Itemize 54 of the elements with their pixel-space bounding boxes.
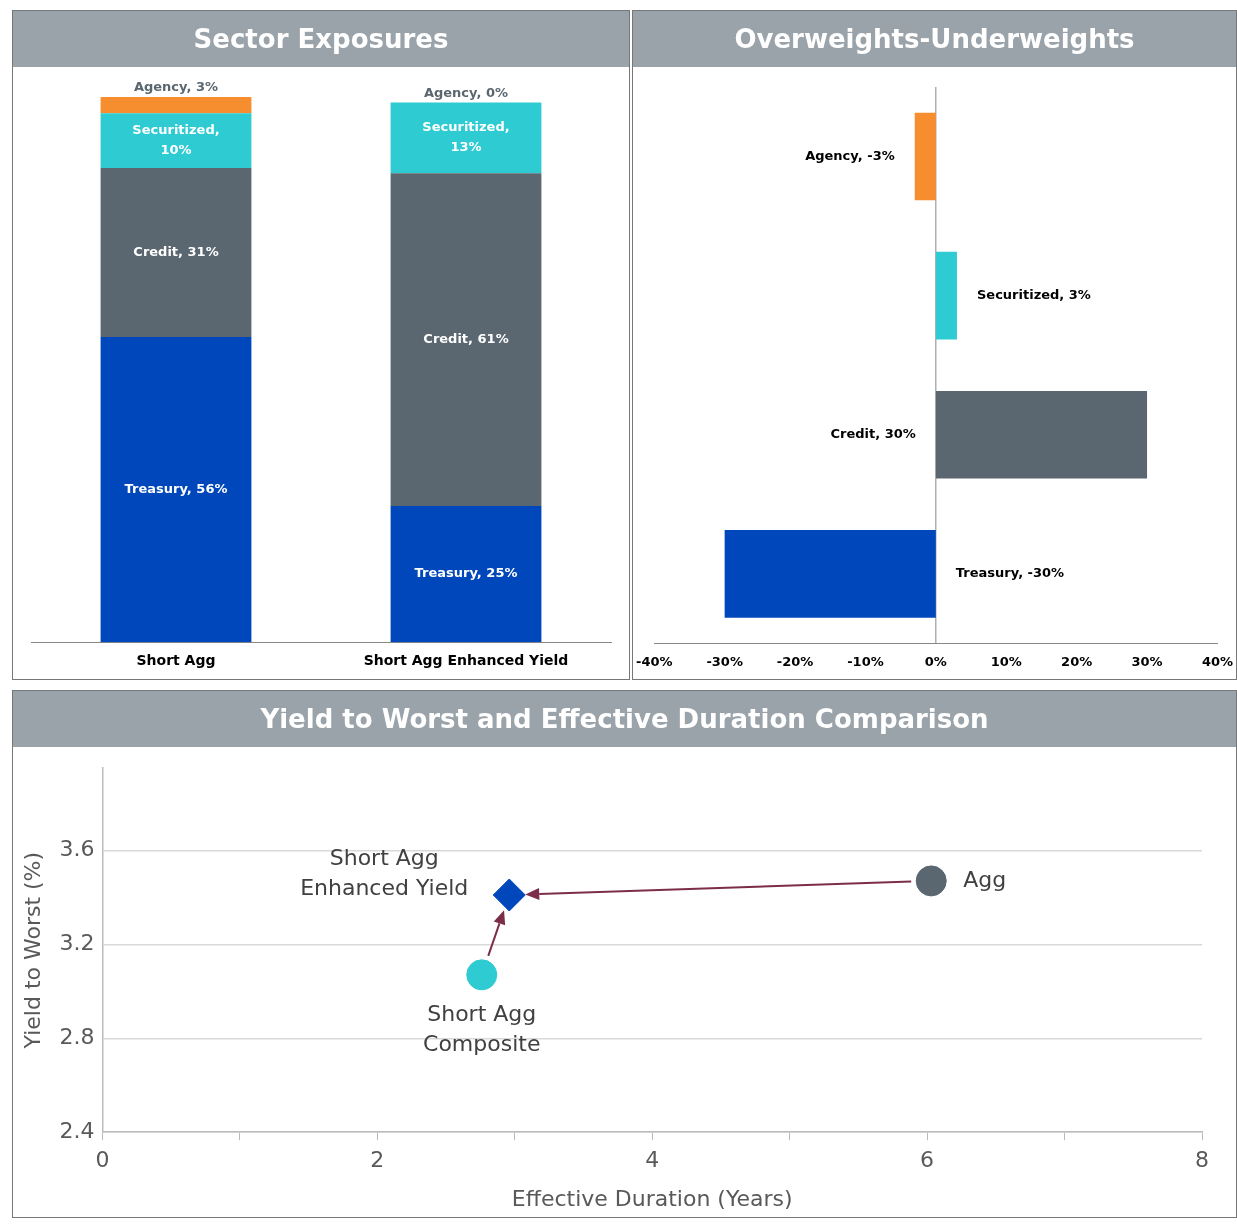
x-tick-label: 2 bbox=[370, 1147, 385, 1173]
data-label: Treasury, 25% bbox=[414, 565, 518, 581]
bar bbox=[100, 167, 252, 337]
x-axis-title: Effective Duration (Years) bbox=[511, 1185, 793, 1211]
data-label: Securitized, 10% bbox=[132, 121, 220, 157]
x-tick-label: 4 bbox=[645, 1147, 660, 1173]
bar bbox=[935, 390, 1148, 479]
x-tick-label: -20% bbox=[776, 653, 814, 669]
point bbox=[492, 878, 526, 912]
y-tick-label: 2.4 bbox=[59, 1117, 95, 1143]
bar bbox=[724, 530, 936, 618]
bar bbox=[914, 112, 936, 201]
data-label: Agency, -3% bbox=[805, 147, 895, 163]
series-label: Short Agg Composite bbox=[423, 1000, 541, 1056]
chart-title: Yield to Worst and Effective Duration Comparison bbox=[13, 691, 1236, 747]
series-label: Agg bbox=[963, 866, 1007, 892]
data-label: Credit, 61% bbox=[423, 330, 509, 346]
data-label: Agency, 0% bbox=[423, 84, 509, 100]
x-tick-label: 8 bbox=[1195, 1147, 1209, 1173]
data-label: Securitized, 3% bbox=[976, 287, 1091, 303]
data-label: Credit, 30% bbox=[830, 426, 916, 442]
x-tick-label: 0% bbox=[924, 653, 947, 669]
data-label: Agency, 3% bbox=[133, 79, 219, 95]
y-tick-label: 2.8 bbox=[59, 1023, 95, 1049]
bar bbox=[100, 336, 252, 643]
data-label: Treasury, 56% bbox=[124, 480, 228, 496]
bar bbox=[390, 173, 542, 506]
bar bbox=[100, 113, 252, 168]
x-tick-label: -10% bbox=[847, 653, 884, 669]
y-axis-title: Yield to Worst (%) bbox=[19, 851, 45, 1050]
point bbox=[466, 959, 498, 991]
chart-title: Sector Exposures bbox=[13, 11, 629, 67]
y-tick-label: 3.6 bbox=[59, 836, 95, 862]
x-tick-label: 10% bbox=[990, 653, 1022, 669]
bar bbox=[390, 102, 542, 174]
data-label: Securitized, 13% bbox=[422, 119, 510, 155]
point bbox=[915, 865, 947, 897]
x-tick-label: 40% bbox=[1201, 653, 1233, 669]
bar bbox=[390, 505, 542, 643]
x-tick-label: 20% bbox=[1061, 653, 1093, 669]
x-tick-label: -40% bbox=[636, 653, 673, 669]
bar bbox=[935, 251, 957, 340]
bar bbox=[100, 97, 252, 114]
x-tick-label: 6 bbox=[920, 1147, 935, 1173]
x-tick-label: Short Agg Enhanced Yield bbox=[363, 652, 569, 669]
series-label: Short Agg Enhanced Yield bbox=[300, 844, 469, 900]
x-tick-label: -30% bbox=[706, 653, 743, 669]
y-tick-label: 3.2 bbox=[59, 930, 95, 956]
x-tick-label: 0 bbox=[95, 1147, 110, 1173]
data-label: Treasury, -30% bbox=[955, 565, 1065, 581]
chart-title: Overweights-Underweights bbox=[633, 11, 1236, 67]
x-tick-label: Short Agg bbox=[136, 652, 216, 669]
x-tick-label: 30% bbox=[1131, 653, 1163, 669]
data-label: Credit, 31% bbox=[133, 243, 219, 259]
